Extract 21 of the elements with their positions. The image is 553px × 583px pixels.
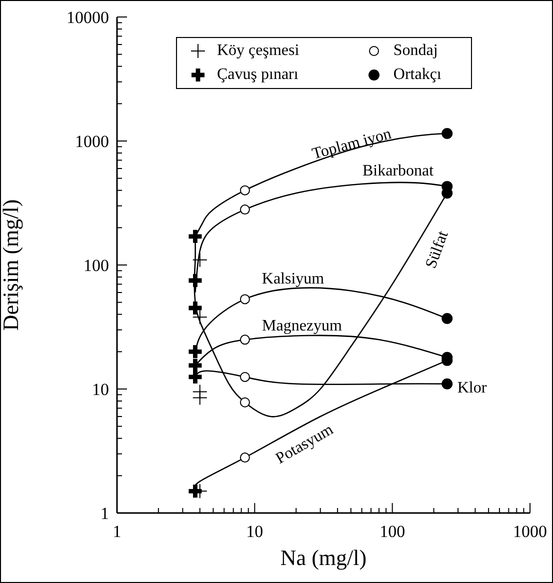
annotation: Bikarbonat — [362, 162, 434, 180]
x-tick-label: 1 — [112, 522, 122, 541]
legend-label: Çavuş pınarı — [217, 66, 298, 84]
legend-label: Ortakçı — [393, 66, 442, 84]
y-tick-label: 10 — [92, 380, 109, 399]
legend-label: Sondaj — [393, 42, 438, 60]
y-tick-label: 10000 — [66, 8, 109, 27]
annotation: Magnezyum — [262, 318, 343, 335]
y-tick-label: 100 — [84, 256, 109, 275]
y-axis-title: Derişim (mg/l) — [0, 199, 23, 331]
annotation: Kalsiyum — [262, 270, 325, 288]
x-axis-title: Na (mg/l) — [280, 545, 367, 570]
annotation: Klor — [457, 380, 488, 397]
annotation: Toplam iyon — [310, 125, 394, 163]
x-tick-label: 100 — [380, 522, 406, 541]
y-tick-label: 1 — [100, 504, 109, 523]
x-tick-label: 1000 — [513, 522, 547, 541]
legend-label: Köy çeşmesi — [217, 42, 300, 60]
x-tick-label: 10 — [246, 522, 264, 541]
y-tick-label: 1000 — [75, 132, 109, 151]
annotation: Sülfat — [422, 228, 452, 271]
